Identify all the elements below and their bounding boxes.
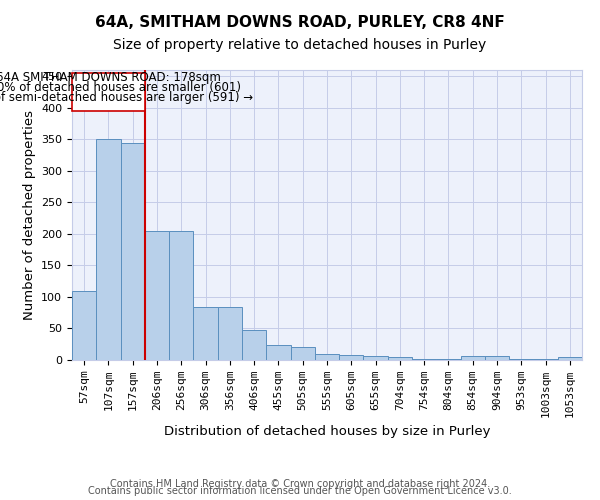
Bar (193, 307, 218, 360)
Bar (388, 357, 412, 360)
Bar (169, 232, 193, 360)
Bar (315, 354, 339, 360)
Text: 64A SMITHAM DOWNS ROAD: 178sqm: 64A SMITHAM DOWNS ROAD: 178sqm (0, 71, 221, 84)
Bar (339, 355, 364, 360)
Bar (121, 142, 145, 360)
Text: ← 50% of detached houses are smaller (601): ← 50% of detached houses are smaller (60… (0, 81, 241, 94)
Text: 49% of semi-detached houses are larger (591) →: 49% of semi-detached houses are larger (… (0, 91, 253, 104)
X-axis label: Distribution of detached houses by size in Purley: Distribution of detached houses by size … (164, 426, 490, 438)
Text: Contains public sector information licensed under the Open Government Licence v3: Contains public sector information licen… (88, 486, 512, 496)
Text: 64A, SMITHAM DOWNS ROAD, PURLEY, CR8 4NF: 64A, SMITHAM DOWNS ROAD, PURLEY, CR8 4NF (95, 15, 505, 30)
Bar (364, 356, 388, 360)
FancyBboxPatch shape (72, 73, 145, 111)
Text: Size of property relative to detached houses in Purley: Size of property relative to detached ho… (113, 38, 487, 52)
Bar (145, 232, 169, 360)
Bar (461, 356, 485, 360)
Bar (218, 307, 242, 360)
Bar (96, 140, 121, 360)
Y-axis label: Number of detached properties: Number of detached properties (23, 110, 35, 320)
Bar (558, 358, 582, 360)
Bar (290, 347, 315, 360)
Bar (72, 290, 96, 360)
Text: Contains HM Land Registry data © Crown copyright and database right 2024.: Contains HM Land Registry data © Crown c… (110, 479, 490, 489)
Bar (242, 330, 266, 360)
Bar (485, 356, 509, 360)
Bar (266, 345, 290, 360)
